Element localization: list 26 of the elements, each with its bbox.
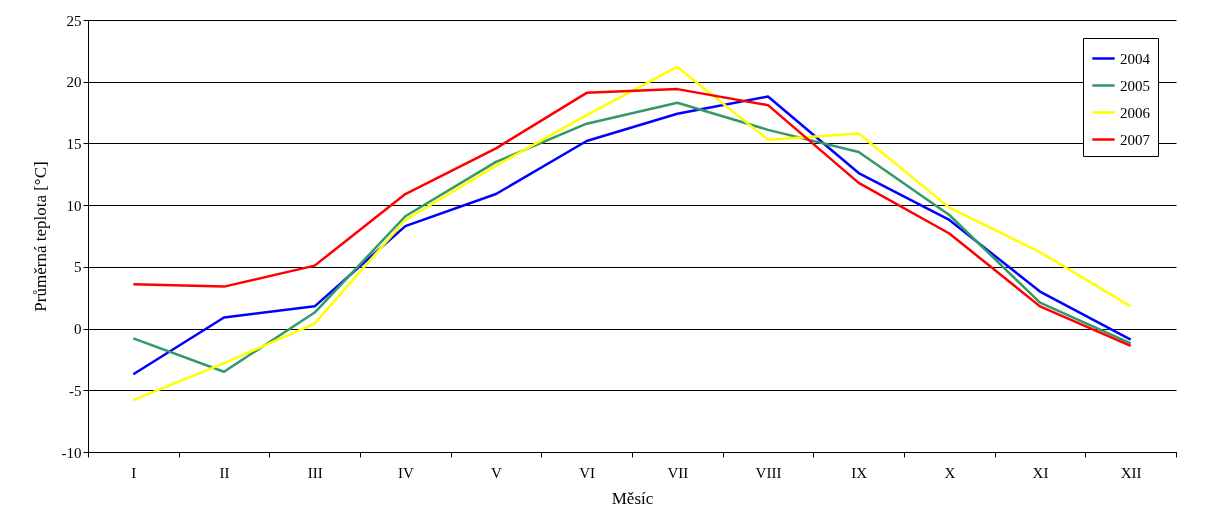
x-tick-label: X <box>944 464 956 481</box>
x-axis-title: Měsíc <box>611 488 654 508</box>
x-tick-label: I <box>131 464 137 481</box>
legend-label: 2007 <box>1120 131 1151 148</box>
x-tick-label: IX <box>851 464 868 481</box>
x-tick-label: V <box>491 464 503 481</box>
x-tick-label: VI <box>579 464 596 481</box>
y-tick-label: -10 <box>61 444 82 461</box>
x-tick-label: II <box>219 464 230 481</box>
x-tick-label: VIII <box>755 464 782 481</box>
y-tick-label: -5 <box>69 382 82 399</box>
x-tick-label: IV <box>397 464 414 481</box>
legend-label: 2006 <box>1120 104 1151 121</box>
x-tick-label: XI <box>1032 464 1049 481</box>
legend-label: 2004 <box>1120 50 1151 67</box>
y-tick-label: 25 <box>66 12 82 29</box>
x-tick-label: III <box>307 464 323 481</box>
y-tick-label: 20 <box>66 74 82 91</box>
y-tick-label: 5 <box>74 259 82 276</box>
y-tick-label: 0 <box>74 321 82 338</box>
x-tick-label: XII <box>1120 464 1142 481</box>
y-tick-label: 10 <box>66 197 82 214</box>
legend-label: 2005 <box>1120 77 1150 94</box>
x-tick-label: VII <box>667 464 689 481</box>
y-tick-label: 15 <box>66 135 82 152</box>
y-axis-title: Průměrná teplota [°C] <box>30 161 50 312</box>
